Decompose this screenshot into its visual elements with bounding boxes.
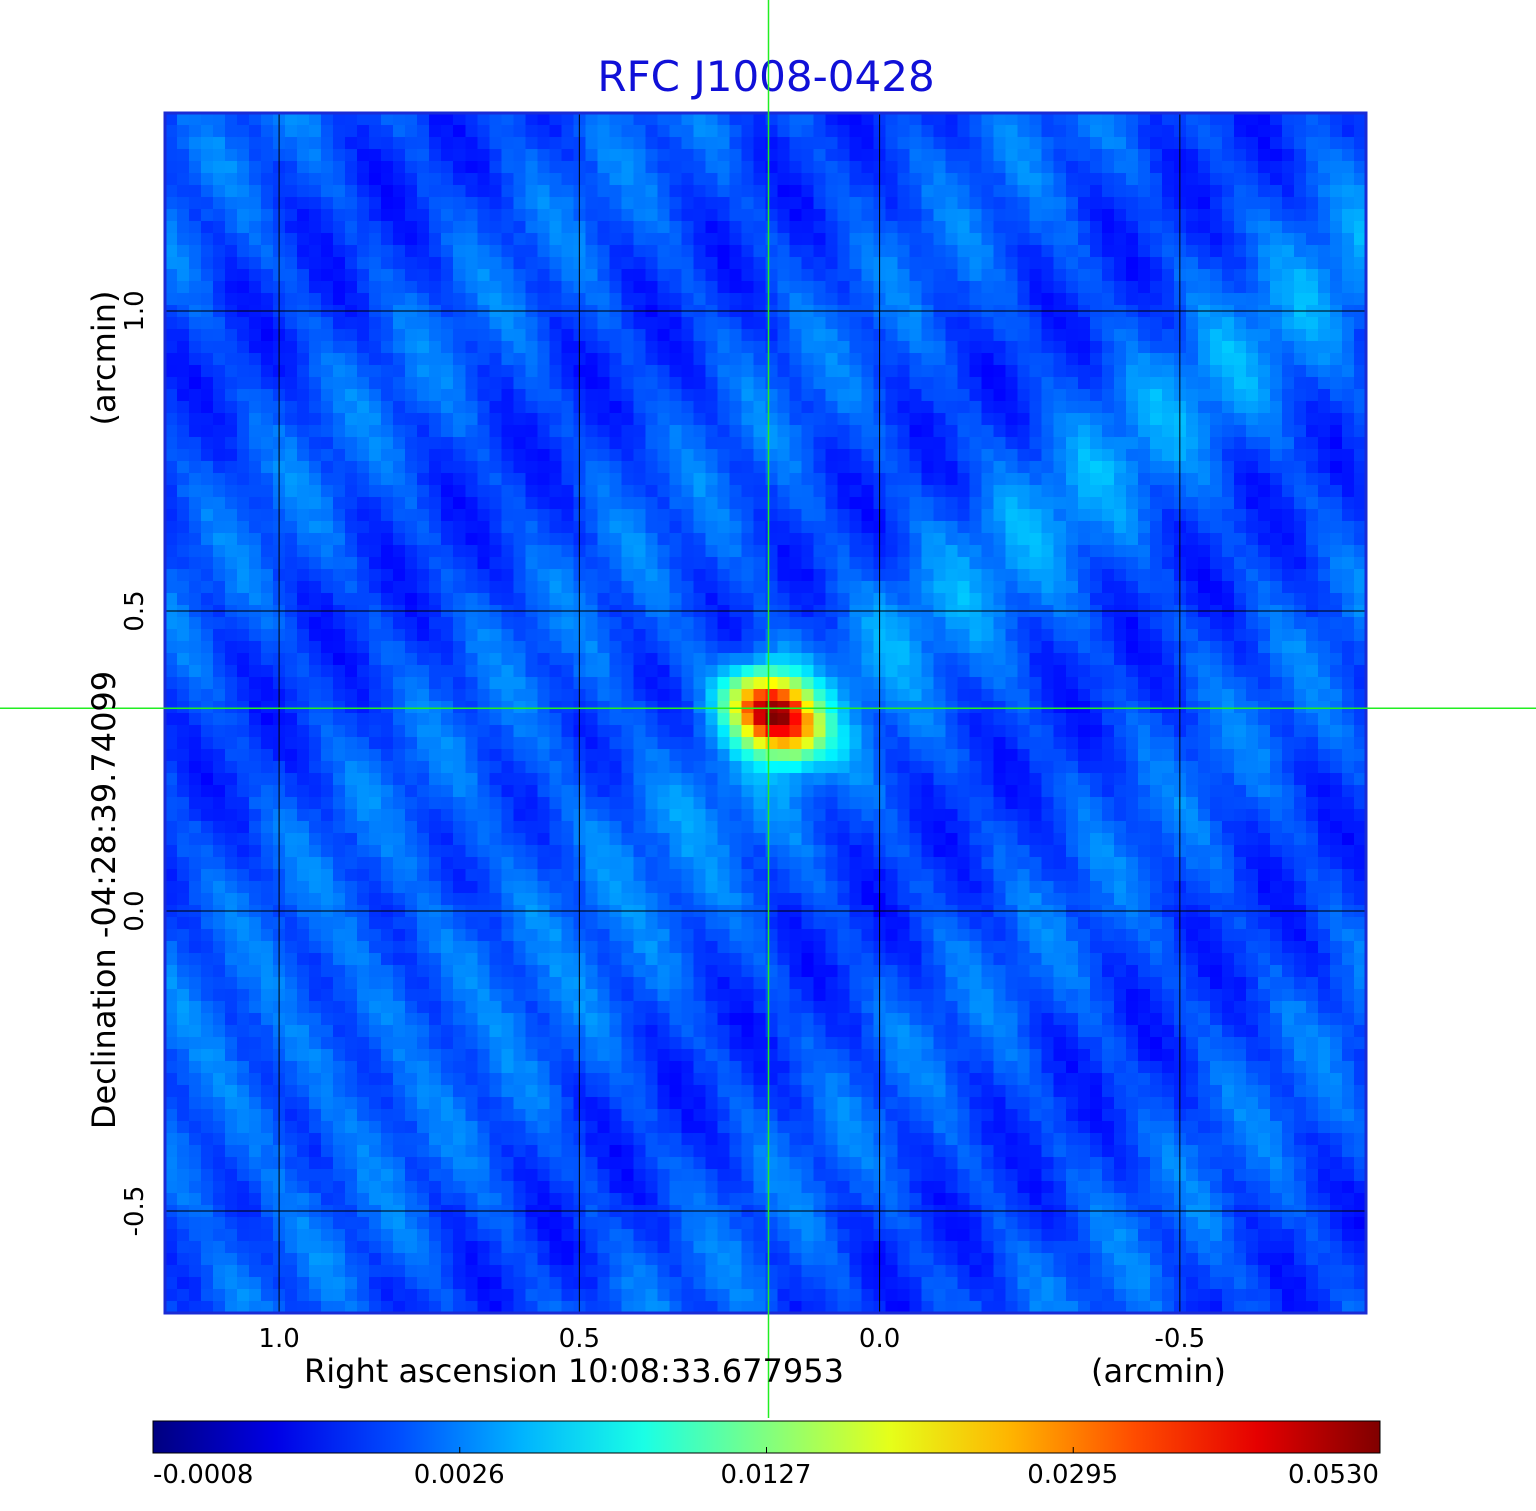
x-axis-unit: (arcmin) — [1091, 1352, 1226, 1390]
colorbar-tick-label: -0.0008 — [153, 1460, 254, 1490]
x-axis-label: Right ascension 10:08:33.677953 — [304, 1352, 844, 1390]
y-axis-unit: (arcmin) — [85, 290, 123, 426]
colorbar-tick-label: 0.0295 — [1027, 1460, 1119, 1490]
y-tick-label: -0.5 — [120, 1185, 150, 1237]
colorbar-tick-label: 0.0530 — [1288, 1460, 1379, 1490]
colorbar-tick-label: 0.0127 — [720, 1460, 812, 1490]
sky-image — [165, 113, 1366, 1313]
x-tick-label: -0.5 — [1154, 1324, 1206, 1354]
chart-title: RFC J1008-0428 — [597, 52, 935, 101]
colorbar-tick-label: 0.0026 — [413, 1460, 505, 1490]
y-tick-label: 0.0 — [120, 890, 150, 932]
x-tick-label: 1.0 — [258, 1324, 300, 1354]
x-tick-label: 0.5 — [558, 1324, 601, 1354]
y-axis-label: Declination -04:28:39.74099 — [85, 670, 123, 1130]
y-tick-label: 0.5 — [120, 590, 150, 632]
x-tick-label: 0.0 — [858, 1324, 901, 1354]
plot-frame — [163, 111, 1368, 1315]
y-tick-label: 1.0 — [120, 290, 150, 332]
